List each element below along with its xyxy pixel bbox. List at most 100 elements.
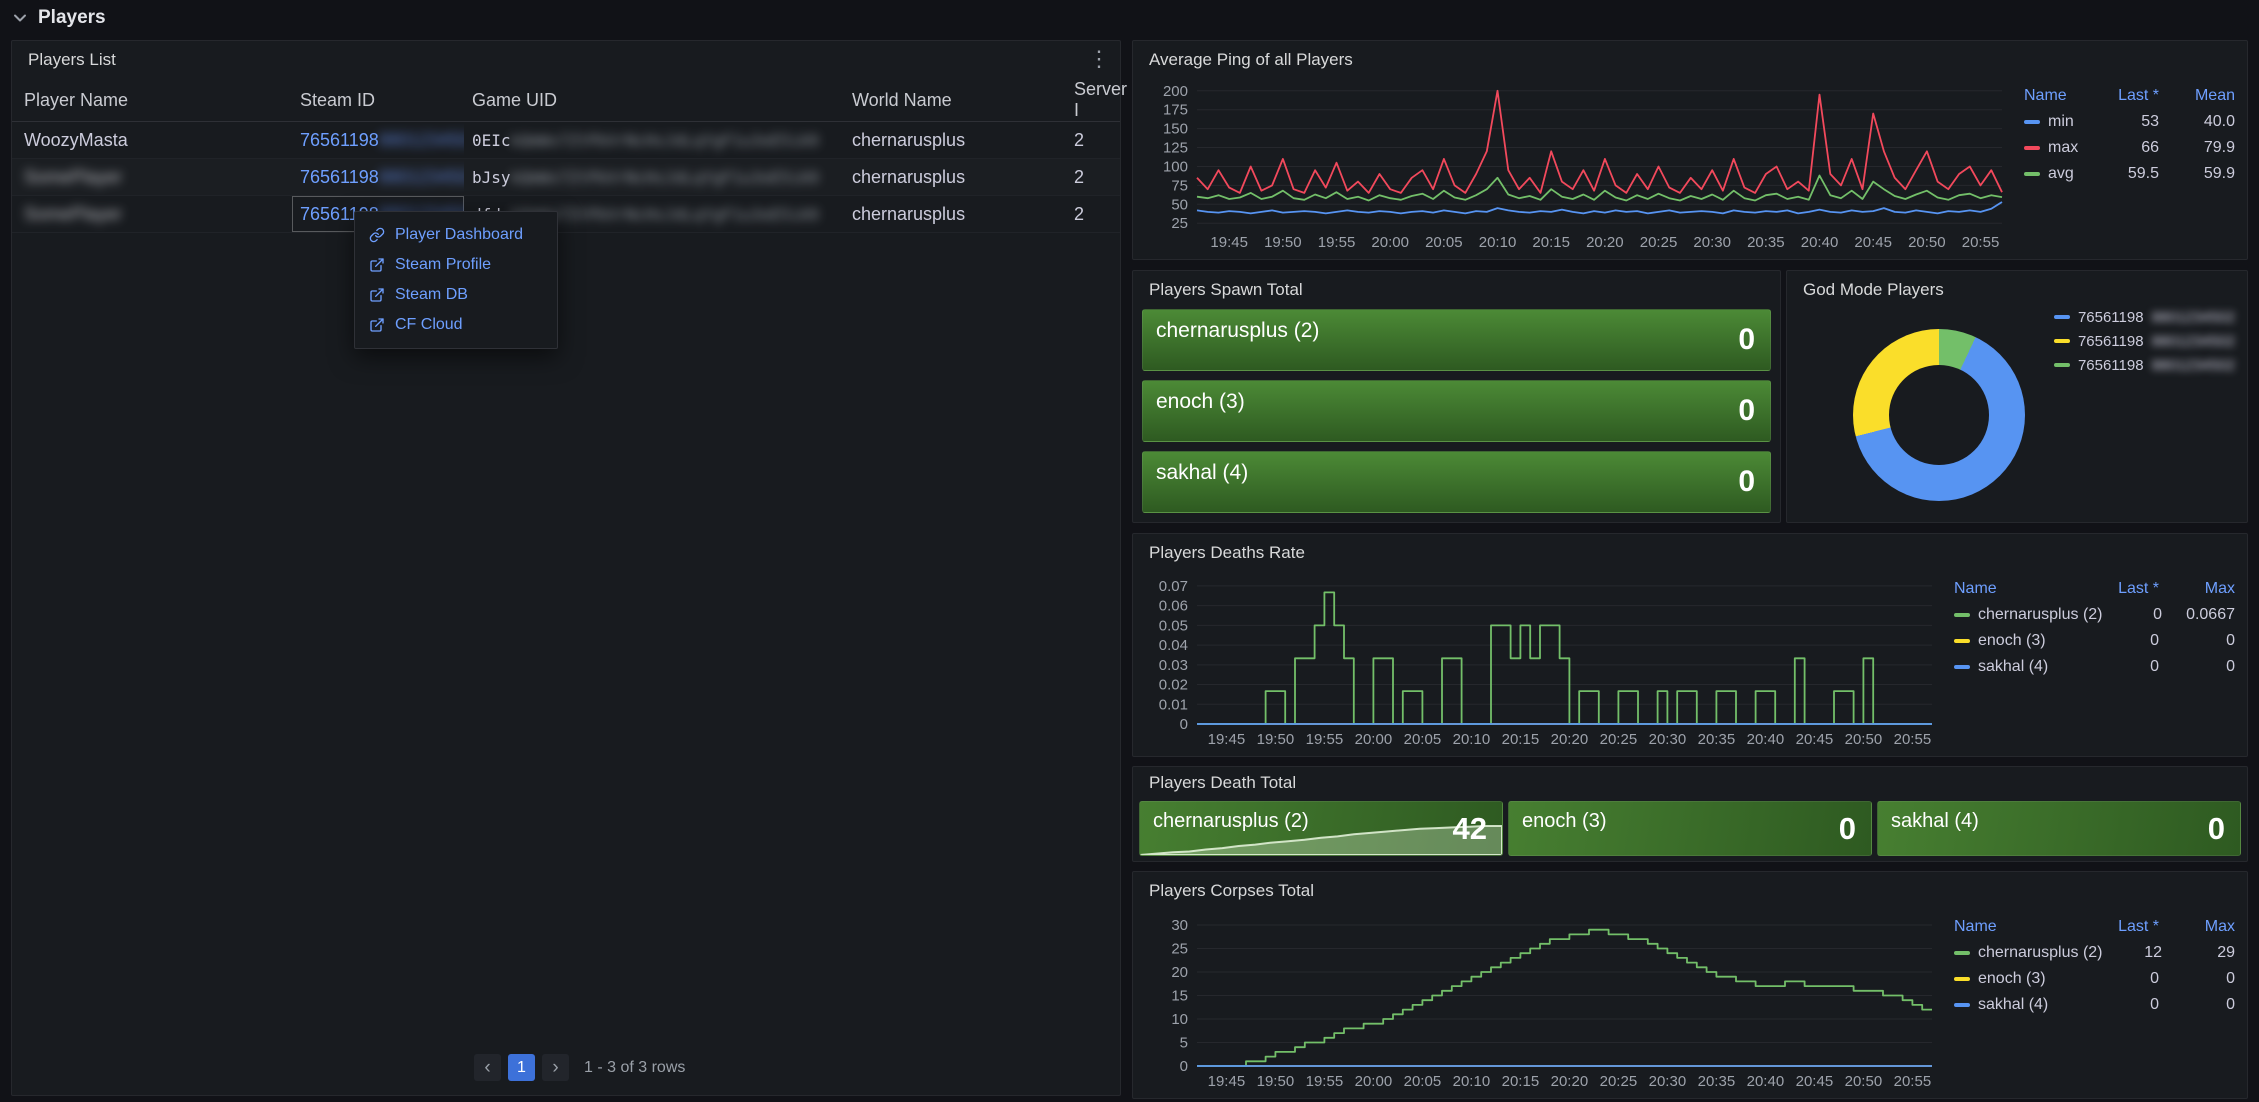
legend-series-name[interactable]: enoch (3) — [1954, 970, 2097, 988]
legend-series-name[interactable]: 76561198 8801234502 — [2053, 305, 2235, 329]
legend-series-name[interactable]: sakhal (4) — [1954, 658, 2097, 676]
svg-text:20:45: 20:45 — [1796, 1073, 1834, 1090]
svg-text:10: 10 — [1171, 1011, 1188, 1028]
chevron-down-icon[interactable] — [12, 10, 28, 26]
steam-id-prefix: 76561198 — [2077, 356, 2144, 374]
table-row: WoozyMasta 7656119888012345020EIckQmWx7Zt… — [12, 121, 1120, 159]
series-color-swatch — [2053, 315, 2070, 319]
page-1-button[interactable]: 1 — [508, 1054, 535, 1081]
player-name-cell: SomePlayer — [12, 195, 292, 233]
series-color-swatch — [1954, 613, 1970, 617]
panel-title: Average Ping of all Players — [1149, 50, 1353, 69]
svg-text:0: 0 — [1180, 1058, 1188, 1075]
steam-id-prefix: 76561198 — [2077, 308, 2144, 326]
panel-title: Players Death Total — [1149, 773, 1297, 792]
svg-text:19:45: 19:45 — [1208, 731, 1246, 748]
context-menu-item[interactable]: Player Dashboard — [355, 220, 557, 250]
dashboard-row-header[interactable]: Players — [12, 4, 106, 32]
column-header-server-id[interactable]: Server I — [1066, 79, 1127, 122]
svg-text:19:55: 19:55 — [1306, 731, 1344, 748]
column-header-player-name[interactable]: Player Name — [12, 79, 292, 122]
svg-text:20:20: 20:20 — [1551, 731, 1589, 748]
panel-title: God Mode Players — [1803, 280, 1944, 299]
legend-value: 0 — [2150, 970, 2159, 987]
steam-id-link[interactable]: 76561198 — [300, 129, 379, 150]
legend-header[interactable]: Last * — [2118, 918, 2159, 935]
legend-header[interactable]: Max — [2204, 580, 2235, 597]
svg-text:20:00: 20:00 — [1355, 1073, 1393, 1090]
legend-header[interactable]: Last * — [2118, 580, 2159, 597]
legend-series-name[interactable]: enoch (3) — [1954, 632, 2097, 650]
column-header-game-uid[interactable]: Game UID — [464, 79, 844, 122]
prev-page-button[interactable]: ‹ — [474, 1054, 501, 1081]
svg-text:150: 150 — [1163, 121, 1188, 138]
player-name-cell: SomePlayer — [12, 158, 292, 196]
svg-text:0.02: 0.02 — [1159, 677, 1188, 694]
next-page-button[interactable]: › — [542, 1054, 569, 1081]
legend-header[interactable]: Name — [1954, 918, 1997, 935]
column-header-world-name[interactable]: World Name — [844, 79, 1066, 122]
spawn-bars: chernarusplus (2) 0 enoch (3) 0 sakhal (4) 0 — [1142, 309, 1771, 513]
legend-series-name[interactable]: max — [2024, 139, 2097, 157]
legend-series-name[interactable]: min — [2024, 113, 2097, 131]
game-uid-cell: 0EIckQmWx7ZtPbVrNcHsJdLqYgF1u3oE5iA9 — [464, 121, 844, 159]
svg-text:19:50: 19:50 — [1264, 234, 1302, 251]
svg-text:20:50: 20:50 — [1908, 234, 1946, 251]
svg-text:20:55: 20:55 — [1962, 234, 2000, 251]
redacted-steam-id: 8801234502 — [2151, 308, 2235, 326]
svg-text:20:25: 20:25 — [1640, 234, 1678, 251]
svg-text:0.01: 0.01 — [1159, 696, 1188, 713]
legend-header[interactable]: Max — [2204, 918, 2235, 935]
legend-header-row: Name Last * Max — [1954, 914, 2235, 940]
svg-text:20:15: 20:15 — [1502, 731, 1540, 748]
legend-row: chernarusplus (2) 0 0.0667 — [1954, 602, 2235, 628]
players-list-panel: Players List ⋮ Player Name Steam ID Game… — [11, 40, 1127, 1096]
redacted-steam-id: 8801234502 — [378, 129, 464, 150]
bar-gauge-label: enoch (3) — [1156, 390, 1245, 413]
corpses-legend: Name Last * Max chernarusplus (2) 12 29 enoch … — [1944, 908, 2239, 1094]
svg-text:20:05: 20:05 — [1425, 234, 1463, 251]
legend-row: sakhal (4) 0 0 — [1954, 654, 2235, 680]
svg-text:0.07: 0.07 — [1159, 578, 1188, 595]
legend-series-name[interactable]: 76561198 8801234502 — [2053, 353, 2235, 377]
context-menu-label: Steam DB — [395, 286, 468, 303]
legend-row: chernarusplus (2) 12 29 — [1954, 940, 2235, 966]
steam-id-link[interactable]: 76561198 — [300, 166, 379, 187]
svg-text:20:25: 20:25 — [1600, 731, 1638, 748]
series-color-swatch — [2024, 146, 2040, 150]
legend-value: 0 — [2150, 658, 2159, 675]
panel-menu-icon[interactable]: ⋮ — [1088, 46, 1110, 71]
svg-text:20:40: 20:40 — [1747, 1073, 1785, 1090]
world-name-cell: chernarusplus — [844, 158, 1066, 196]
panel-title: Players List — [28, 50, 116, 69]
column-header-steam-id[interactable]: Steam ID — [292, 79, 464, 122]
external-icon — [369, 287, 385, 303]
bar-gauge-value: 0 — [1738, 394, 1755, 427]
player-name-cell: WoozyMasta — [12, 121, 292, 159]
legend-header[interactable]: Name — [2024, 87, 2067, 104]
deaths-rate-chart: 0 0.01 0.02 0.03 0.04 0.05 0.06 0.07 19:45 19:50 1… — [1141, 570, 1944, 752]
legend-header[interactable]: Name — [1954, 580, 1997, 597]
legend-series-name[interactable]: sakhal (4) — [1954, 996, 2097, 1014]
deaths-rate-panel: Players Deaths Rate 0 0.01 0.02 0.03 0.04 0.0… — [1132, 533, 2248, 757]
legend-header[interactable]: Last * — [2118, 87, 2159, 104]
context-menu-item[interactable]: Steam Profile — [355, 250, 557, 280]
legend-header[interactable]: Mean — [2194, 87, 2235, 104]
legend-row: enoch (3) 0 0 — [1954, 966, 2235, 992]
context-menu-item[interactable]: Steam DB — [355, 280, 557, 310]
stat-tile: chernarusplus (2) 42 — [1139, 801, 1503, 856]
legend-series-name[interactable]: 76561198 8801234502 — [2053, 329, 2235, 353]
svg-text:20:15: 20:15 — [1502, 1073, 1540, 1090]
context-menu-item[interactable]: CF Cloud — [355, 310, 557, 340]
svg-text:5: 5 — [1180, 1035, 1188, 1052]
ping-legend: Name Last * Mean min 53 40.0 max 66 79.9 avg 59.5 5… — [2014, 77, 2239, 255]
table-row: SomePlayer765611988801234502dfdzkQmWx7Zt… — [12, 195, 1120, 233]
svg-text:20:10: 20:10 — [1479, 234, 1517, 251]
corpses-chart: 0 5 10 15 20 25 30 19:45 19:50 19:55 20:00 20:05 20:… — [1141, 908, 1944, 1094]
legend-series-name[interactable]: avg — [2024, 165, 2097, 183]
svg-text:20:20: 20:20 — [1586, 234, 1624, 251]
legend-series-name[interactable]: chernarusplus (2) — [1954, 606, 2103, 624]
game-uid-cell: bJsykQmWx7ZtPbVrNcHsJdLqYgF1u3oE5iA9 — [464, 158, 844, 196]
legend-series-name[interactable]: chernarusplus (2) — [1954, 944, 2103, 962]
